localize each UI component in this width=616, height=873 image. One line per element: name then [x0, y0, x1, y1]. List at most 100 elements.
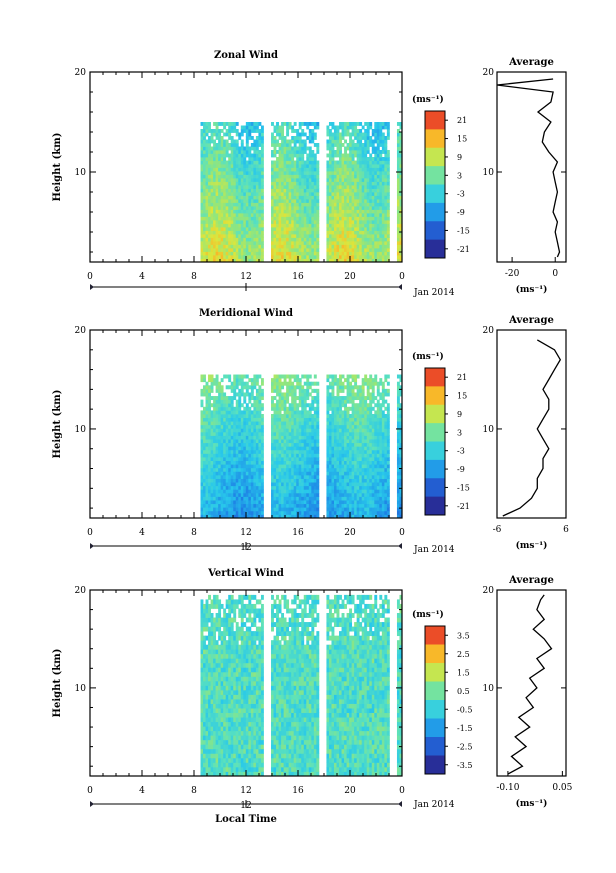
heatmap-cell — [333, 503, 337, 508]
heatmap-cell — [328, 188, 332, 193]
heatmap-cell — [225, 471, 229, 476]
heatmap-cell — [223, 406, 227, 411]
heatmap-cell — [220, 399, 224, 404]
heatmap-cell — [255, 374, 259, 379]
heatmap-cell — [250, 489, 254, 494]
heatmap-cell — [308, 202, 312, 207]
heatmap-cell — [303, 453, 307, 458]
heatmap-cell — [208, 467, 211, 472]
heatmap-cell — [306, 439, 310, 444]
heatmap-cell — [351, 160, 355, 165]
heatmap-cell — [313, 164, 317, 168]
heatmap-cell — [215, 482, 219, 487]
heatmap-cell — [253, 244, 257, 249]
heatmap-cell — [203, 478, 206, 483]
heatmap-cell — [230, 500, 234, 505]
heatmap-cell — [339, 453, 342, 458]
heatmap-cell — [225, 421, 229, 426]
heatmap-cell — [298, 410, 302, 415]
heatmap-cell — [205, 164, 209, 168]
heatmap-cell — [336, 132, 340, 137]
heatmap-cell — [200, 178, 204, 182]
heatmap-cell — [228, 446, 232, 451]
heatmap-cell — [218, 482, 222, 487]
heatmap-cell — [351, 157, 355, 161]
heatmap-cell — [203, 251, 206, 256]
heatmap-cell — [351, 234, 355, 238]
heatmap-cell — [381, 160, 385, 165]
heatmap-cell — [333, 406, 337, 411]
heatmap-cell — [250, 421, 254, 426]
heatmap-cell — [210, 237, 214, 242]
heatmap-cell — [245, 431, 249, 436]
heatmap-cell — [336, 192, 340, 196]
heatmap-cell — [258, 234, 262, 238]
heatmap-cell — [374, 227, 378, 231]
heatmap-cell — [235, 428, 239, 433]
heatmap-cell — [308, 251, 312, 256]
heatmap-cell — [250, 446, 254, 451]
heatmap-cell — [346, 171, 350, 175]
heatmap-cell — [288, 413, 292, 418]
heatmap-cell — [218, 396, 222, 401]
heatmap-cell — [271, 209, 274, 214]
heatmap-cell — [276, 199, 279, 203]
heatmap-cell — [203, 388, 206, 393]
heatmap-cell — [374, 213, 378, 217]
heatmap-cell — [286, 157, 290, 161]
heatmap-cell — [213, 234, 217, 238]
heatmap-cell — [399, 199, 403, 203]
heatmap-cell — [208, 431, 211, 436]
heatmap-cell — [326, 139, 330, 144]
heatmap-cell — [218, 167, 222, 172]
heatmap-cell — [218, 143, 222, 147]
heatmap-cell — [308, 431, 312, 436]
heatmap-cell — [346, 442, 350, 447]
profile-line — [496, 78, 561, 258]
heatmap-cell — [205, 489, 209, 494]
heatmap-cell — [205, 471, 209, 476]
heatmap-cell — [371, 255, 375, 259]
heatmap-cell — [326, 241, 330, 245]
heatmap-cell — [245, 153, 249, 158]
heatmap-cell — [371, 199, 375, 203]
heatmap-cell — [386, 171, 390, 175]
heatmap-cell — [331, 160, 335, 165]
heatmap-cell — [308, 181, 312, 186]
heatmap-cell — [203, 153, 206, 158]
heatmap-cell — [250, 241, 254, 245]
heatmap-cell — [356, 467, 360, 472]
heatmap-cell — [326, 399, 330, 404]
heatmap-cell — [215, 374, 219, 379]
heatmap-cell — [271, 478, 274, 483]
heatmap-cell — [208, 428, 211, 433]
heatmap-cell — [316, 178, 320, 182]
heatmap-cell — [258, 220, 262, 224]
profile-x-tick-label: 0 — [552, 269, 558, 279]
heatmap-cell — [235, 223, 239, 228]
heatmap-cell — [205, 485, 209, 490]
heatmap-cell — [250, 500, 254, 505]
heatmap-cell — [298, 244, 302, 249]
heatmap-cell — [316, 195, 320, 200]
heatmap-cell — [381, 199, 385, 203]
heatmap-cell — [235, 129, 239, 133]
heatmap-cell — [220, 478, 224, 483]
heatmap-cell — [248, 185, 252, 189]
heatmap-cell — [240, 378, 244, 383]
heatmap-cell — [379, 251, 383, 256]
heatmap-cell — [344, 122, 347, 126]
heatmap-cell — [286, 510, 290, 515]
heatmap-cell — [288, 507, 292, 512]
heatmap-cell — [354, 237, 358, 242]
heatmap-cell — [223, 492, 227, 497]
heatmap-cell — [276, 439, 279, 444]
heatmap-cell — [306, 153, 310, 158]
heatmap-cell — [220, 446, 224, 451]
heatmap-cell — [326, 446, 330, 451]
heatmap-cell — [245, 139, 249, 144]
heatmap-cell — [238, 396, 242, 401]
heatmap-cell — [213, 396, 217, 401]
heatmap-cell — [291, 220, 295, 224]
heatmap-cell — [311, 129, 315, 133]
